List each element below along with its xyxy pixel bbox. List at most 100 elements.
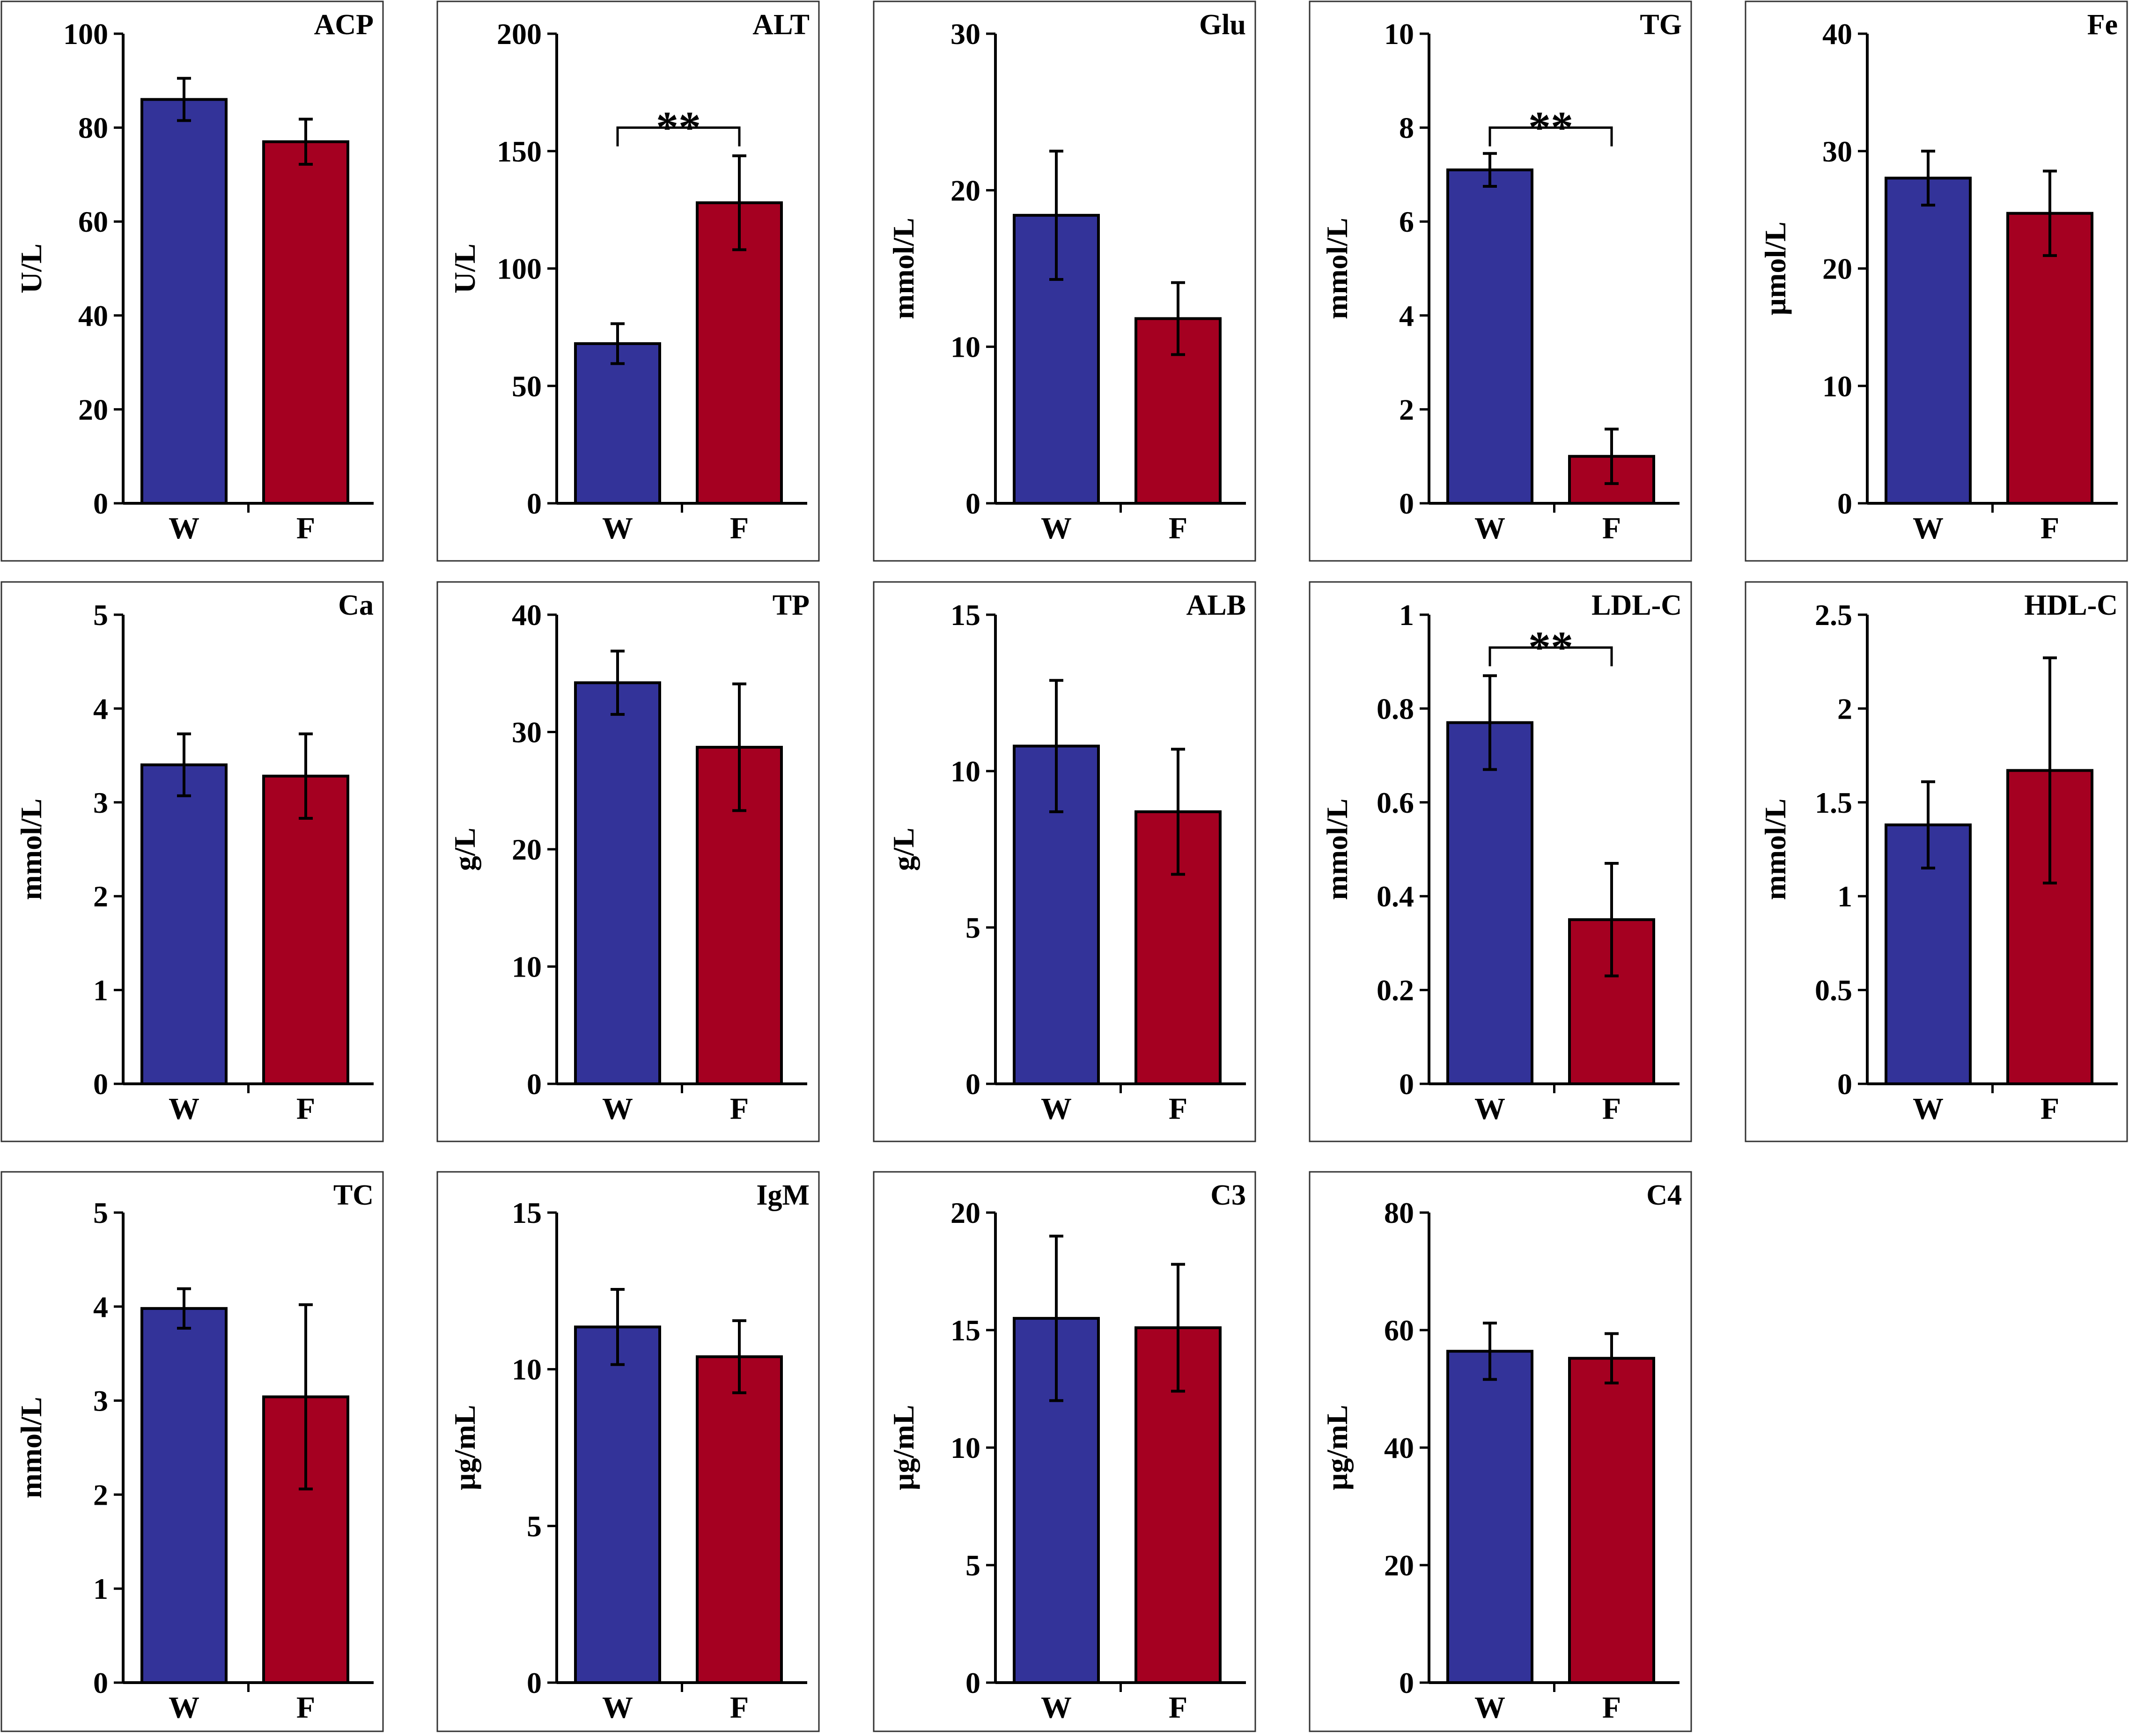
y-tick-label: 40 bbox=[78, 299, 108, 332]
category-label-f: F bbox=[1169, 1092, 1187, 1126]
y-tick-label: 5 bbox=[527, 1509, 542, 1543]
panel-fe: 0 10 20 30 40 µmol/L Fe W F bbox=[1745, 0, 2128, 562]
category-label-f: F bbox=[2041, 511, 2059, 545]
y-tick-label: 4 bbox=[93, 1290, 108, 1324]
y-tick-label: 30 bbox=[1822, 135, 1852, 168]
category-label-w: W bbox=[169, 1092, 199, 1126]
panel-alb: 0 5 10 15 g/L ALB W F bbox=[873, 581, 1256, 1142]
panel-ldl-c: 0 0.2 0.4 0.6 0.8 1 mmol/L LDL-C W F ** bbox=[1309, 581, 1692, 1142]
y-tick-label: 60 bbox=[1384, 1314, 1414, 1347]
category-label-f: F bbox=[296, 1092, 315, 1126]
y-tick-label: 20 bbox=[950, 1196, 980, 1229]
panel-title: Fe bbox=[2087, 9, 2118, 41]
category-label-f: F bbox=[1602, 511, 1621, 545]
y-tick-label: 40 bbox=[1384, 1431, 1414, 1464]
y-tick-label: 0.4 bbox=[1377, 880, 1414, 913]
panel-tc: 0 1 2 3 4 5 mmol/L TC W F bbox=[0, 1171, 384, 1732]
y-tick-label: 6 bbox=[1399, 205, 1414, 238]
panel-igm: 0 5 10 15 µg/mL IgM W F bbox=[436, 1171, 820, 1732]
panel-title: TG bbox=[1640, 9, 1682, 41]
y-tick-label: 15 bbox=[512, 1196, 542, 1229]
significance-label: ** bbox=[1528, 103, 1573, 153]
category-label-w: W bbox=[602, 1092, 633, 1126]
category-label-f: F bbox=[1169, 511, 1187, 545]
panel-title: TP bbox=[773, 589, 810, 621]
y-axis-label: U/L bbox=[15, 243, 48, 294]
panel-tp: 0 10 20 30 40 g/L TP W F bbox=[436, 581, 820, 1142]
category-label-w: W bbox=[169, 511, 199, 545]
y-tick-label: 100 bbox=[63, 17, 108, 51]
panel-c4: 0 20 40 60 80 µg/mL C4 W F bbox=[1309, 1171, 1692, 1732]
y-axis-label: µmol/L bbox=[1759, 221, 1792, 315]
significance-label: ** bbox=[656, 103, 701, 153]
y-tick-label: 0.6 bbox=[1377, 786, 1414, 819]
y-tick-label: 100 bbox=[497, 252, 542, 286]
y-tick-label: 10 bbox=[950, 331, 980, 364]
bar-f bbox=[262, 774, 349, 1085]
y-tick-label: 40 bbox=[1822, 17, 1852, 51]
category-label-f: F bbox=[1602, 1691, 1621, 1725]
y-tick-label: 2.5 bbox=[1815, 598, 1852, 632]
panel-title: TC bbox=[333, 1179, 374, 1211]
panel-tg: 0 2 4 6 8 10 mmol/L TG W F ** bbox=[1309, 0, 1692, 562]
bar-w bbox=[574, 1325, 661, 1684]
category-label-w: W bbox=[1913, 511, 1944, 545]
bar-w bbox=[1885, 177, 1972, 505]
y-axis-label: mmol/L bbox=[15, 799, 48, 900]
category-label-f: F bbox=[296, 511, 315, 545]
y-tick-label: 5 bbox=[93, 1196, 108, 1229]
y-axis-label: mmol/L bbox=[1320, 218, 1354, 319]
category-label-f: F bbox=[2041, 1092, 2059, 1126]
y-tick-label: 2 bbox=[1837, 692, 1852, 725]
y-tick-label: 0 bbox=[965, 1666, 980, 1699]
y-tick-label: 200 bbox=[497, 17, 542, 51]
y-tick-label: 80 bbox=[1384, 1196, 1414, 1229]
y-tick-label: 10 bbox=[512, 1353, 542, 1386]
significance-bracket bbox=[1488, 646, 1613, 667]
category-label-f: F bbox=[296, 1691, 315, 1725]
y-tick-label: 10 bbox=[950, 755, 980, 788]
bar-w bbox=[1446, 721, 1533, 1085]
y-tick-label: 0 bbox=[965, 1067, 980, 1101]
significance-label: ** bbox=[1528, 622, 1573, 672]
category-label-f: F bbox=[1602, 1092, 1621, 1126]
panel-acp: 0 20 40 60 80 100 U/L ACP W F bbox=[0, 0, 384, 562]
y-tick-label: 30 bbox=[512, 716, 542, 749]
y-tick-label: 15 bbox=[950, 598, 980, 632]
y-axis-label: µg/mL bbox=[448, 1405, 481, 1491]
panel-title: ALB bbox=[1186, 589, 1246, 621]
y-tick-label: 60 bbox=[78, 205, 108, 238]
panel-title: C4 bbox=[1646, 1179, 1682, 1211]
y-axis-label: mmol/L bbox=[15, 1397, 48, 1499]
panel-glu: 0 10 20 30 mmol/L Glu W F bbox=[873, 0, 1256, 562]
category-label-w: W bbox=[1041, 511, 1072, 545]
category-label-f: F bbox=[730, 511, 749, 545]
y-axis-label: mmol/L bbox=[1759, 799, 1792, 900]
category-label-w: W bbox=[1474, 1092, 1505, 1126]
bar-w bbox=[574, 681, 661, 1086]
y-tick-label: 0 bbox=[1837, 487, 1852, 520]
bar-w bbox=[140, 763, 228, 1085]
y-tick-label: 5 bbox=[93, 598, 108, 632]
y-tick-label: 1 bbox=[93, 974, 108, 1007]
panel-ca: 0 1 2 3 4 5 mmol/L Ca W F bbox=[0, 581, 384, 1142]
bar-f bbox=[1568, 1357, 1655, 1684]
y-tick-label: 0 bbox=[1837, 1067, 1852, 1101]
y-tick-label: 80 bbox=[78, 111, 108, 145]
panel-title: Ca bbox=[338, 589, 374, 621]
y-tick-label: 3 bbox=[93, 1384, 108, 1418]
y-tick-label: 20 bbox=[78, 393, 108, 426]
y-axis-label: mmol/L bbox=[887, 218, 920, 319]
y-tick-label: 50 bbox=[512, 369, 542, 403]
y-tick-label: 5 bbox=[965, 911, 980, 944]
y-tick-label: 0 bbox=[527, 487, 542, 520]
y-tick-label: 1.5 bbox=[1815, 786, 1852, 819]
panel-hdl-c: 0 0.5 1 1.5 2 2.5 mmol/L HDL-C W F bbox=[1745, 581, 2128, 1142]
y-tick-label: 5 bbox=[965, 1549, 980, 1582]
significance-bracket bbox=[616, 126, 741, 147]
panel-title: ACP bbox=[314, 9, 374, 41]
y-tick-label: 0 bbox=[965, 487, 980, 520]
category-label-w: W bbox=[602, 511, 633, 545]
category-label-f: F bbox=[1169, 1691, 1187, 1725]
